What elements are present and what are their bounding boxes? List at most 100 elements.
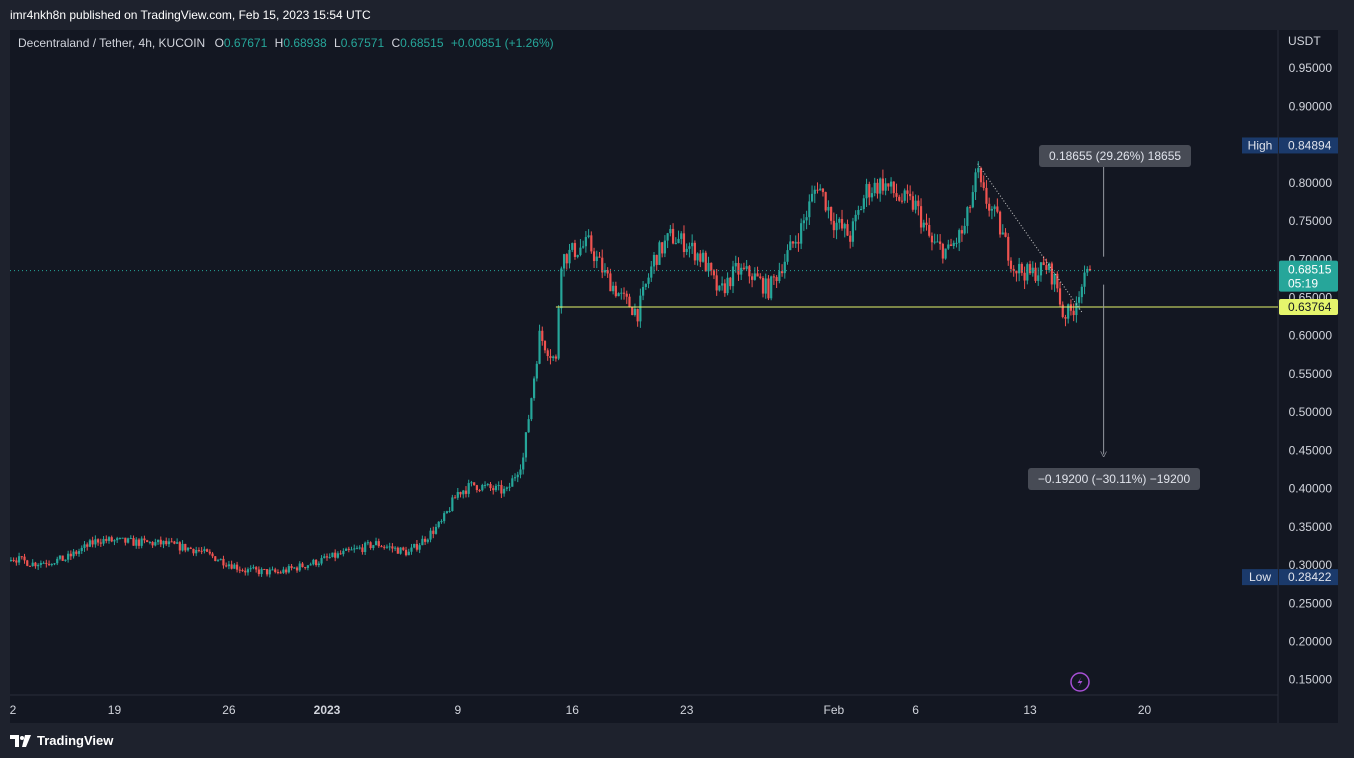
candle-body [731,266,735,287]
candle-body [50,564,53,566]
candle-body [391,546,394,549]
x-tick-label: 16 [566,703,580,717]
candle-body [669,228,672,234]
candle-body [77,551,81,554]
candle-body [612,285,615,292]
candle-body [140,538,143,546]
candle-body [898,196,901,201]
countdown-text: 05:19 [1288,277,1318,291]
footer: TradingView [0,723,1354,758]
candle-body [808,201,811,218]
legend-high-label: H [274,36,284,50]
candle-body [737,263,740,275]
candle-body [805,217,808,221]
candle-body [868,184,871,198]
candle-body [892,181,895,194]
candle-body [745,266,748,269]
candle-body [1064,317,1067,319]
candle-body [344,548,348,551]
candle-body [315,559,318,566]
candle-body [1069,304,1073,311]
candle-body [985,187,988,204]
candle-body [516,474,519,478]
candle-body [628,296,631,308]
candle-body [541,330,544,342]
candle-body [642,286,645,296]
candle-body [1050,263,1053,285]
currency-label[interactable]: USDT [1288,34,1321,48]
candle-body [857,210,860,215]
tradingview-logo-icon [10,734,31,747]
candle-body [663,240,666,254]
x-tick-label: 9 [454,703,461,717]
price-chart[interactable]: 0.18655 (29.26%) 18655 −0.19200 (−30.11%)… [10,30,1338,723]
candle-body [810,193,814,202]
candle-body [650,266,653,278]
candle-body [486,483,489,485]
publisher-text: imr4nkh8n published on TradingView.com, … [10,8,371,22]
candle-body [533,378,536,399]
y-tick-label: 0.95000 [1289,61,1333,75]
candle-body [780,271,784,274]
trendline[interactable] [977,163,1083,314]
x-tick-label: 2023 [314,703,341,717]
candle-body [960,230,964,234]
candle-body [290,566,293,569]
last-price-badge [1279,260,1338,292]
candle-body [854,214,857,222]
candle-body [301,563,304,568]
candle-body [34,562,37,567]
y-tick-label: 0.35000 [1289,520,1333,534]
candle-body [293,567,296,569]
y-tick-label: 0.80000 [1289,176,1333,190]
candle-body [211,553,214,557]
candle-body [827,206,830,211]
candle-body [530,398,533,420]
candle-body [584,237,587,247]
candle-body [849,235,852,242]
candle-body [1053,273,1056,285]
candle-body [167,541,171,545]
candle-body [271,569,274,571]
y-tick-label: 0.45000 [1289,443,1333,457]
candle-body [323,556,326,559]
candle-body [742,267,746,269]
candle-body [306,565,310,568]
candle-body [225,565,228,567]
candle-body [214,556,217,562]
measure-up-box[interactable] [1039,145,1191,167]
y-tick-label: 0.25000 [1289,596,1333,610]
candle-body [494,485,498,491]
candle-body [500,484,503,494]
candle-body [693,242,696,261]
candle-body [15,560,18,563]
candle-body [830,206,833,221]
candle-body [497,484,500,486]
candle-body [75,551,78,554]
tradingview-logo[interactable]: TradingView [10,733,113,748]
candle-body [1045,265,1048,270]
candle-body [789,241,792,251]
candle-body [1026,264,1029,281]
candle-body [97,539,100,543]
candle-body [91,540,94,545]
candle-body [865,184,868,199]
candle-body [1042,262,1045,266]
candle-body [126,538,130,543]
lightning-icon[interactable] [1070,672,1090,692]
candle-body [364,542,367,553]
candle-body [696,253,699,261]
candle-body [56,558,59,564]
candle-body [317,563,320,566]
support-price-badge [1279,298,1338,315]
candle-body [410,547,413,552]
candle-body [824,192,827,211]
legend-low-label: L [334,36,341,50]
candle-body [879,178,882,194]
measure-down-box[interactable] [1028,468,1200,490]
candle-body [546,350,549,357]
candle-body [1007,236,1010,261]
candle-body [23,556,26,561]
candle-body [287,566,290,573]
candle-body [1078,297,1081,303]
